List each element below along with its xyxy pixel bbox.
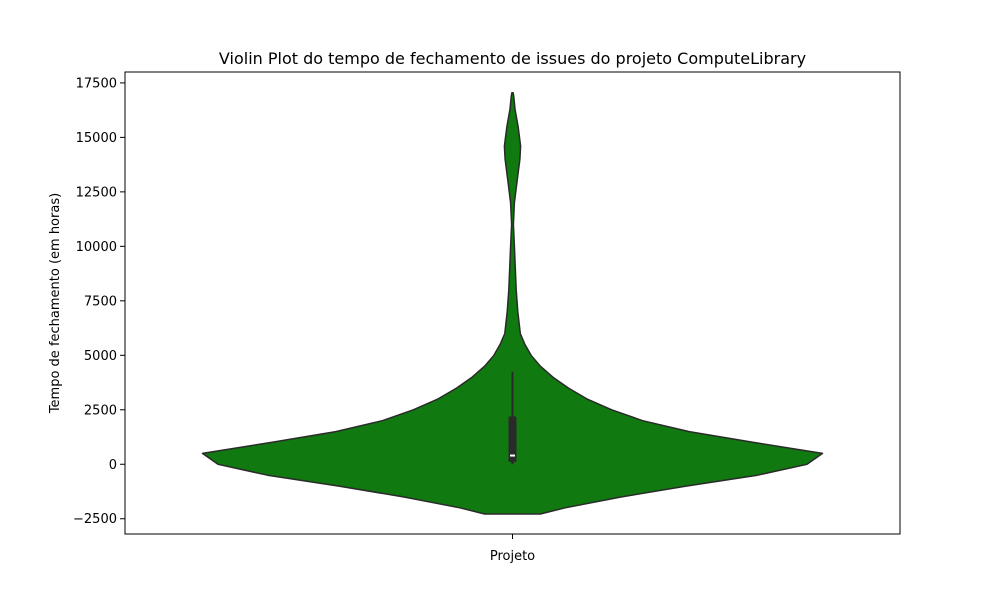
box-layer [508,371,517,465]
violin-layer [201,91,824,515]
y-tick-label: 10000 [76,240,117,255]
x-tick-label: Projeto [490,549,535,564]
y-axis-label: Tempo de fechamento (em horas) [48,193,63,414]
y-tick-label: 5000 [84,349,117,364]
y-tick-label: 2500 [84,403,117,418]
y-tick-label: 17500 [76,76,117,91]
chart-title: Violin Plot do tempo de fechamento de is… [219,49,806,68]
y-tick-label: 0 [109,458,117,473]
iqr-box [508,416,517,463]
y-tick-label: 7500 [84,294,117,309]
y-tick-label: −2500 [73,512,117,527]
y-tick-label: 15000 [76,131,117,146]
violin-body [201,91,824,515]
y-tick-label: 12500 [76,185,117,200]
x-axis-ticks: Projeto [490,534,535,564]
y-axis-ticks: −2500 0 2500 5000 7500 10000 12500 15000 17500 [73,76,125,527]
